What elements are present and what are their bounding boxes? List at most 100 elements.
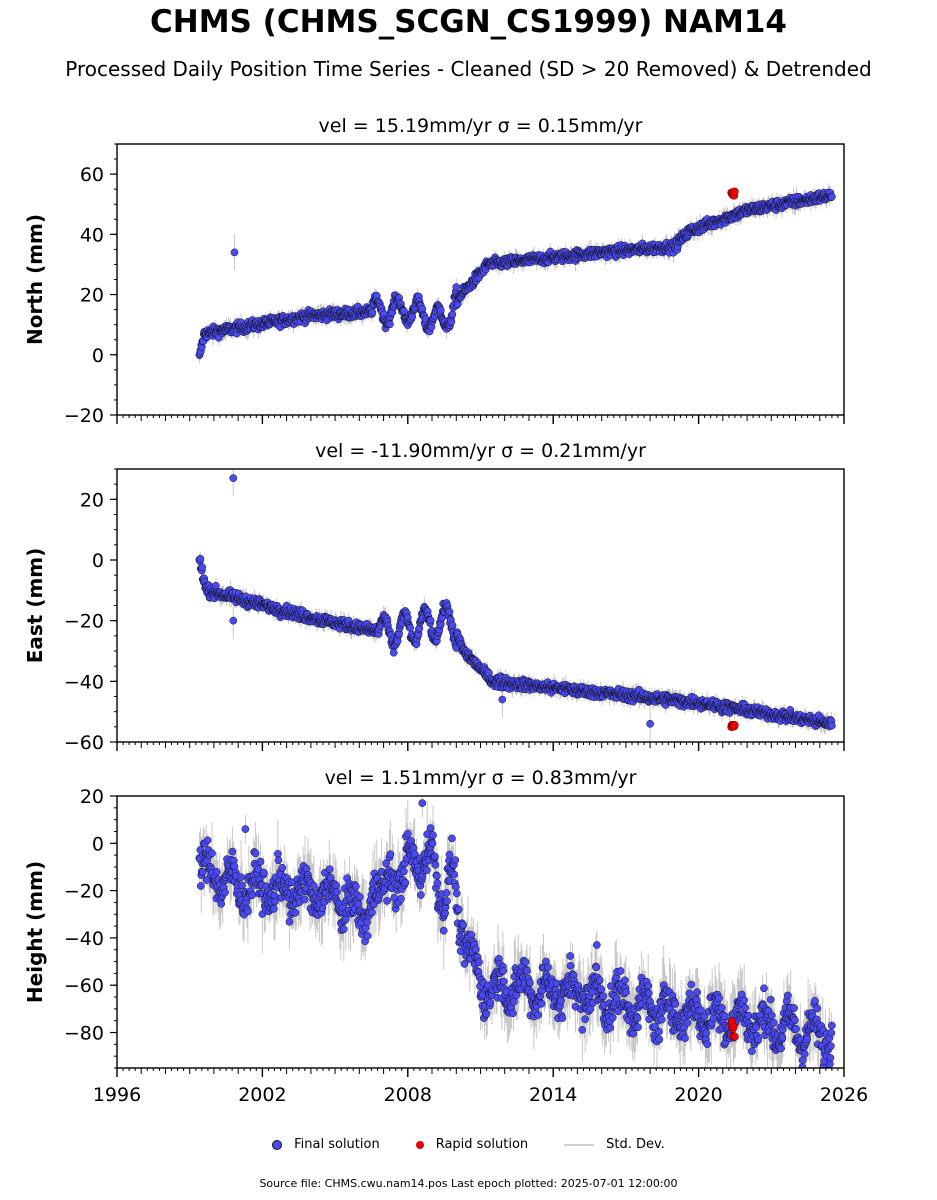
final-point xyxy=(754,1035,763,1044)
final-point xyxy=(608,1013,617,1022)
final-point xyxy=(777,1044,785,1053)
final-point-outlier xyxy=(646,719,654,728)
final-point xyxy=(811,997,819,1005)
final-point xyxy=(230,862,239,871)
final-point xyxy=(309,881,318,890)
final-point xyxy=(521,958,530,966)
final-point xyxy=(484,668,493,677)
final-point xyxy=(208,849,216,858)
final-point xyxy=(475,958,483,967)
panel-title-height: vel = 1.51mm/yr σ = 0.83mm/yr xyxy=(325,767,637,789)
final-point xyxy=(428,839,437,848)
final-point xyxy=(597,985,606,993)
chart-area: vel = 15.19mm/yr σ = 0.15mm/yr North (mm)… xyxy=(23,115,868,1106)
final-point xyxy=(685,989,694,998)
y-tick-label: 40 xyxy=(80,224,104,246)
final-point xyxy=(693,988,701,996)
final-point xyxy=(534,1011,543,1019)
final-point xyxy=(702,1029,711,1037)
final-point xyxy=(332,881,340,890)
final-point xyxy=(417,891,425,899)
final-point xyxy=(803,1035,812,1043)
y-tick-label: 0 xyxy=(92,345,104,367)
y-tick-label: −80 xyxy=(64,1023,104,1045)
legend-final-label: Final solution xyxy=(294,1137,380,1152)
final-point xyxy=(442,889,451,897)
std-dev-bars-east xyxy=(198,469,832,742)
final-point xyxy=(248,891,257,900)
final-point xyxy=(826,1054,835,1062)
final-point xyxy=(406,624,415,632)
final-point xyxy=(363,931,372,940)
final-point xyxy=(486,998,495,1007)
final-point xyxy=(431,861,440,869)
final-point xyxy=(655,1027,663,1036)
final-point xyxy=(460,960,469,968)
final-point xyxy=(769,1018,778,1027)
final-point xyxy=(471,945,480,954)
figure-subtitle: Processed Daily Position Time Series - C… xyxy=(65,57,872,81)
final-point xyxy=(326,873,335,882)
final-point xyxy=(300,895,309,904)
final-point xyxy=(703,1040,712,1049)
final-point xyxy=(827,1029,836,1037)
final-point xyxy=(813,1004,822,1013)
final-point-outlier xyxy=(418,799,427,807)
final-point xyxy=(748,1047,756,1056)
final-point xyxy=(436,306,445,315)
y-tick-label: −20 xyxy=(64,405,104,427)
final-point xyxy=(634,1023,642,1032)
final-point xyxy=(459,920,467,929)
final-point xyxy=(450,870,459,879)
std-dev-line-marker xyxy=(564,1143,595,1146)
final-point xyxy=(445,607,454,616)
final-point xyxy=(363,918,371,927)
final-point xyxy=(203,836,212,845)
final-point xyxy=(382,859,390,868)
final-point xyxy=(687,980,696,989)
panel-east: vel = -11.90mm/yr σ = 0.21mm/yr East (mm)… xyxy=(23,440,845,754)
final-point xyxy=(254,865,263,873)
final-point xyxy=(621,976,629,985)
y-tick-label: −40 xyxy=(64,928,104,950)
final-point xyxy=(198,868,207,876)
final-point xyxy=(408,312,417,321)
final-point xyxy=(537,999,546,1008)
final-point xyxy=(448,621,457,630)
final-point xyxy=(451,883,460,891)
final-point xyxy=(271,897,279,906)
final-point xyxy=(212,868,221,876)
x-tick-label: 2026 xyxy=(820,1084,868,1106)
final-point xyxy=(681,1034,689,1043)
final-point xyxy=(581,1015,590,1024)
y-tick-label: 20 xyxy=(80,489,104,511)
final-point xyxy=(217,899,226,908)
final-point xyxy=(767,1011,776,1020)
final-point xyxy=(389,648,398,657)
final-point xyxy=(499,966,508,975)
y-tick-label: −60 xyxy=(64,732,104,754)
y-tick-label: −20 xyxy=(64,611,104,633)
final-point xyxy=(196,554,205,563)
final-point xyxy=(828,721,836,730)
final-point xyxy=(523,967,531,975)
final-point xyxy=(401,878,410,887)
final-point xyxy=(655,1035,664,1044)
x-tick-label: 2002 xyxy=(238,1084,286,1106)
final-point xyxy=(325,865,334,874)
ylabel-north: North (mm) xyxy=(23,214,47,345)
final-point xyxy=(595,976,604,985)
panel-title-east: vel = -11.90mm/yr σ = 0.21mm/yr xyxy=(315,440,646,462)
final-point-outlier xyxy=(229,474,238,482)
legend-rapid-label: Rapid solution xyxy=(435,1137,529,1152)
final-point xyxy=(386,320,394,329)
final-point xyxy=(720,1012,729,1021)
final-point xyxy=(221,888,229,897)
final-solution-marker xyxy=(272,1139,283,1150)
final-point xyxy=(251,849,260,858)
final-point xyxy=(429,831,437,840)
final-point xyxy=(333,887,341,896)
final-point xyxy=(766,995,775,1004)
final-point xyxy=(452,889,461,898)
final-point xyxy=(783,991,792,1000)
